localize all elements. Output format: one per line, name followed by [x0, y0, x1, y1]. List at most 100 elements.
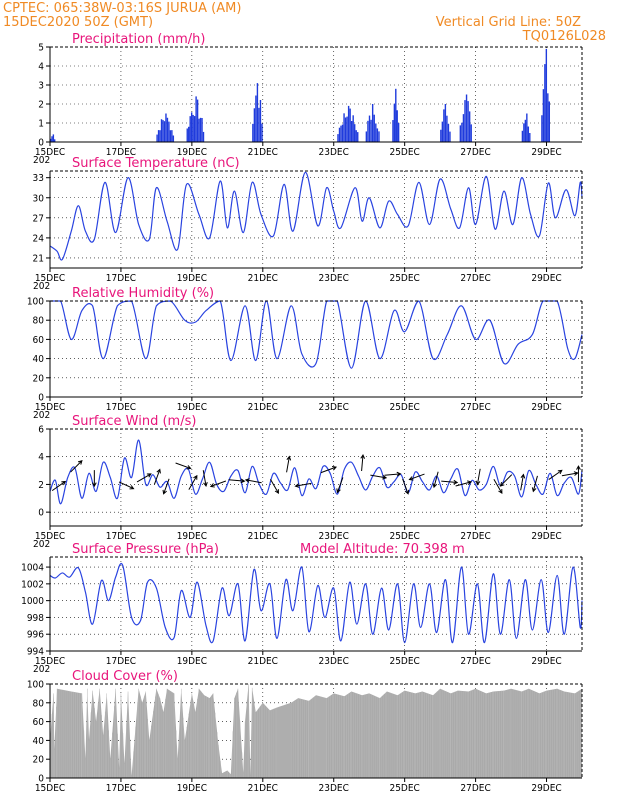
wind-vector-arrow: [408, 473, 425, 481]
precip-bar: [449, 131, 451, 142]
precip-bar: [172, 135, 175, 142]
precip-bar: [341, 124, 344, 142]
wind-vector-arrow: [493, 478, 503, 494]
precip-bar: [338, 127, 341, 142]
wind-panel: 0 2 4 6 15DEC 17DEC 19DEC 21DEC 23DEC 25DEC 27DEC 2…: [33, 414, 583, 550]
y-tick-label: 0: [38, 138, 44, 149]
x-tick-label: 21DEC: [248, 783, 278, 794]
precip-bar: [347, 105, 350, 142]
precip-bar: [253, 108, 256, 142]
wind-vector-arrow: [91, 470, 97, 488]
x-tick-label: 21DEC: [248, 273, 278, 284]
precip-bar: [541, 115, 543, 142]
wind-vector-arrow: [70, 459, 83, 473]
precip-bar: [524, 119, 527, 142]
wind-vector-arrow: [360, 454, 366, 472]
precip-bar: [53, 139, 56, 142]
wind-vector-arrow: [294, 482, 312, 488]
precip-bar: [156, 134, 158, 142]
x-tick-label: 27DEC: [460, 531, 490, 542]
precip-bar: [202, 131, 205, 142]
precip-bar: [51, 136, 53, 142]
precip-bar: [545, 48, 548, 142]
precip-bar: [190, 112, 193, 142]
precip-bar: [189, 116, 191, 142]
header-model-id: TQ0126L028: [522, 29, 606, 44]
x-tick-label: 25DEC: [389, 147, 419, 158]
x-tick-label: 23DEC: [319, 273, 349, 284]
precipitation-panel: 0 1 2 3 4 5 15DEC 17DEC 19DEC 21DEC 23DEC 25DEC 27DE…: [33, 32, 583, 166]
precip-bar: [443, 109, 445, 142]
precip-bar: [340, 125, 342, 142]
precip-bar: [163, 121, 166, 142]
x-tick-label: 23DEC: [319, 783, 349, 794]
y-tick-label: 40: [33, 354, 45, 365]
precip-bar: [258, 107, 260, 142]
y-tick-label: 0: [38, 508, 44, 519]
precip-bar: [523, 123, 525, 142]
y-tick-label: 80: [33, 698, 45, 709]
y-tick-label: 1000: [21, 596, 44, 607]
precip-bar: [343, 113, 345, 142]
panel-title: Surface Temperature (nC): [72, 156, 240, 171]
x-tick-label: 19DEC: [177, 783, 207, 794]
x-tick-label: 25DEC: [389, 783, 419, 794]
precip-bar: [157, 130, 160, 142]
y-tick-label: 1002: [21, 579, 44, 590]
precip-bar: [349, 108, 351, 142]
x-tick-label: 29DEC: [531, 147, 561, 158]
y-tick-label: 998: [27, 613, 44, 624]
panel-title: Precipitation (mm/h): [72, 32, 205, 47]
precip-bar: [548, 101, 551, 142]
wind-vector-arrow: [162, 478, 170, 495]
precip-bar: [376, 128, 379, 142]
x-tick-label: 19DEC: [177, 273, 207, 284]
y-tick-label: 2: [38, 480, 44, 491]
precip-bar: [375, 123, 377, 142]
precip-bar: [357, 132, 359, 142]
wind-vector-arrow: [499, 474, 513, 487]
series-line: [49, 300, 583, 369]
precip-bar: [344, 117, 347, 142]
x-tick-label: 27DEC: [460, 273, 490, 284]
y-tick-label: 100: [27, 680, 44, 691]
precip-bar: [459, 125, 462, 142]
y-tick-label: 1: [38, 119, 44, 130]
precip-bar: [256, 83, 259, 142]
panel-title: Surface Pressure (hPa): [72, 542, 219, 557]
panel-title: Relative Humidity (%): [72, 286, 214, 301]
x-tick-label: 15DEC: [35, 147, 65, 158]
cloud-cover-panel: 0 20 40 60 80 100 15DEC 17DEC 19DEC 21DEC 23DEC 25D…: [27, 669, 583, 794]
precip-bar: [373, 114, 375, 142]
precip-bar: [168, 121, 170, 142]
y-tick-label: 2: [38, 100, 44, 111]
wind-vector-arrow: [118, 481, 135, 490]
x-tick-label: 15DEC: [35, 402, 65, 413]
wind-vector-arrow: [531, 475, 538, 493]
y-tick-label: 60: [33, 717, 45, 728]
precip-bar: [169, 130, 172, 142]
precip-bar: [542, 89, 545, 142]
x-tick-label: 21DEC: [248, 656, 278, 667]
precip-bar: [355, 130, 357, 142]
precip-bar: [547, 93, 549, 142]
y-tick-label: 0: [38, 774, 44, 785]
precip-bar: [261, 123, 263, 142]
y-tick-label: 0: [38, 393, 44, 404]
wind-vector-arrow: [432, 471, 439, 489]
y-tick-label: 30: [33, 193, 45, 204]
wind-vector-arrow: [202, 470, 208, 487]
series-line: [49, 562, 583, 644]
x-tick-label: 17DEC: [106, 783, 136, 794]
header-grid-note: Vertical Grid Line: 50Z: [436, 15, 581, 30]
x-tick-label: 15DEC: [35, 273, 65, 284]
precip-bar: [378, 131, 380, 142]
x-tick-label: 17DEC: [106, 656, 136, 667]
wind-vector-arrow: [336, 477, 344, 494]
precip-bar: [392, 120, 394, 142]
y-tick-label: 3: [38, 81, 44, 92]
y-tick-label: 100: [27, 297, 44, 308]
y-tick-label: 21: [33, 253, 44, 264]
precip-bar: [165, 113, 167, 142]
